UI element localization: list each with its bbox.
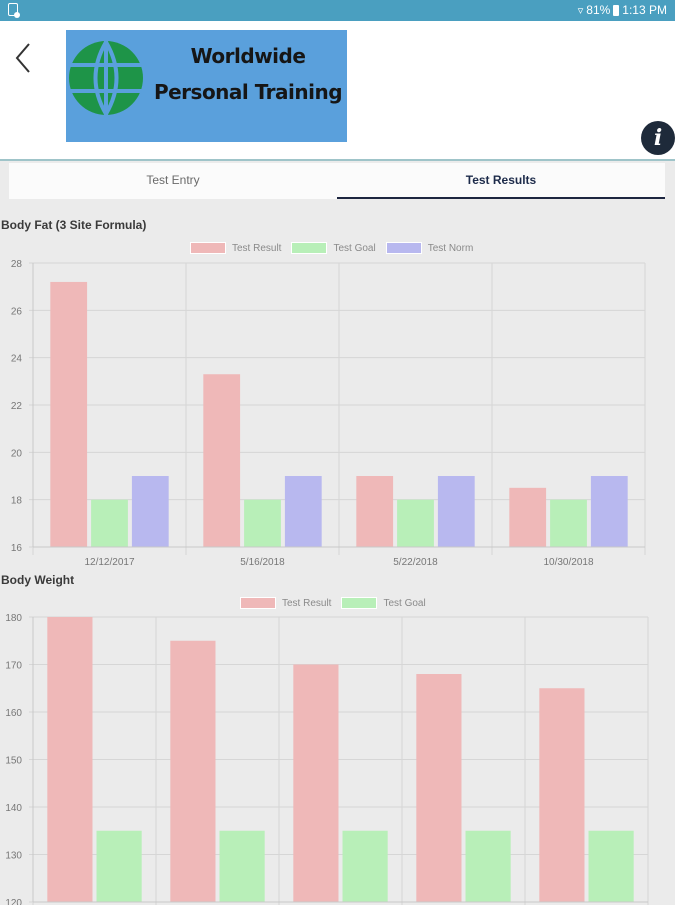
y-tick-label: 26 (11, 306, 23, 317)
bar-test-result[interactable] (170, 640, 216, 902)
bar-test-norm[interactable] (437, 476, 475, 547)
bar-test-goal[interactable] (397, 499, 434, 547)
body-weight-title: Body Weight (1, 573, 75, 587)
body-fat-chart: 16 18 20 22 24 26 28 12/12/2017 5/16/2018 5/22/20… (11, 259, 646, 568)
logo-line2: Personal Training (153, 80, 343, 104)
back-button[interactable] (12, 41, 36, 75)
wifi-icon: ▿ (577, 4, 584, 17)
body-fat-title: Body Fat (3 Site Formula) (1, 218, 147, 232)
bar-test-result[interactable] (293, 664, 339, 903)
legend-item-result[interactable]: Test Result (190, 242, 281, 254)
y-tick-label: 20 (11, 448, 23, 459)
chevron-left-icon (15, 43, 30, 73)
bar-test-goal[interactable] (91, 499, 128, 547)
bar-test-result[interactable] (203, 374, 241, 547)
bar-test-result[interactable] (416, 674, 462, 902)
logo: Worldwide Personal Training (66, 30, 347, 142)
tab-bar: Test Entry Test Results (9, 163, 665, 199)
legend-label: Test Goal (333, 242, 376, 254)
globe-icon (69, 40, 143, 116)
legend-swatch (341, 597, 378, 609)
body-weight-legend: Test Result Test Goal (240, 597, 436, 609)
legend-item-norm[interactable]: Test Norm (385, 242, 474, 254)
x-tick-label: 10/30/2018 (543, 557, 593, 568)
legend-item-goal[interactable]: Test Goal (291, 242, 376, 254)
bar-test-result[interactable] (47, 617, 93, 902)
bar-test-norm[interactable] (284, 476, 322, 547)
legend-label: Test Goal (383, 597, 426, 609)
y-tick-label: 28 (11, 259, 23, 270)
bar-test-norm[interactable] (590, 476, 628, 547)
battery-percent: 81% (586, 3, 611, 17)
legend-swatch (190, 242, 226, 254)
legend-swatch (240, 597, 276, 609)
bar-test-goal[interactable] (96, 830, 142, 902)
bar-test-goal[interactable] (342, 830, 388, 902)
y-tick-label: 18 (11, 496, 23, 507)
y-tick-label: 160 (5, 708, 22, 719)
tab-test-results[interactable]: Test Results (337, 163, 665, 199)
app-header: Worldwide Personal Training i (0, 21, 675, 161)
legend-label: Test Result (232, 242, 282, 254)
clock: 1:13 PM (622, 3, 667, 17)
x-tick-label: 12/12/2017 (84, 557, 134, 568)
legend-item-result[interactable]: Test Result (240, 597, 331, 609)
body-weight-chart: 120 130 140 150 160 170 180 (5, 613, 649, 905)
battery-icon (613, 4, 620, 16)
y-tick-label: 16 (11, 543, 23, 554)
x-tick-label: 5/16/2018 (240, 557, 285, 568)
bar-test-result[interactable] (509, 487, 547, 547)
bar-test-norm[interactable] (131, 476, 169, 547)
bar-test-goal[interactable] (219, 830, 265, 902)
bar-test-result[interactable] (539, 688, 585, 902)
y-tick-label: 170 (5, 661, 22, 672)
legend-swatch (291, 242, 328, 254)
legend-swatch (385, 242, 422, 254)
bar-test-result[interactable] (50, 281, 88, 547)
x-tick-label: 5/22/2018 (393, 557, 438, 568)
y-tick-label: 24 (11, 354, 23, 365)
body-fat-legend: Test Result Test Goal Test Norm (190, 242, 483, 254)
y-tick-label: 130 (5, 851, 22, 862)
y-tick-label: 180 (5, 613, 22, 624)
y-tick-label: 140 (5, 803, 22, 814)
legend-item-goal[interactable]: Test Goal (341, 597, 426, 609)
bar-test-goal[interactable] (244, 499, 281, 547)
legend-label: Test Norm (427, 242, 474, 254)
y-tick-label: 120 (5, 898, 22, 905)
bar-test-result[interactable] (356, 476, 394, 547)
status-bar: ▿ 81% 1:13 PM (0, 0, 675, 21)
bar-test-goal[interactable] (550, 499, 587, 547)
info-button[interactable]: i (641, 121, 675, 155)
logo-line1: Worldwide (190, 44, 306, 68)
bar-test-goal[interactable] (465, 830, 511, 902)
notification-icon (8, 3, 20, 18)
y-tick-label: 22 (11, 401, 23, 412)
y-tick-label: 150 (5, 756, 22, 767)
legend-label: Test Result (282, 597, 332, 609)
tab-test-entry[interactable]: Test Entry (146, 173, 200, 187)
bar-test-goal[interactable] (588, 830, 634, 902)
